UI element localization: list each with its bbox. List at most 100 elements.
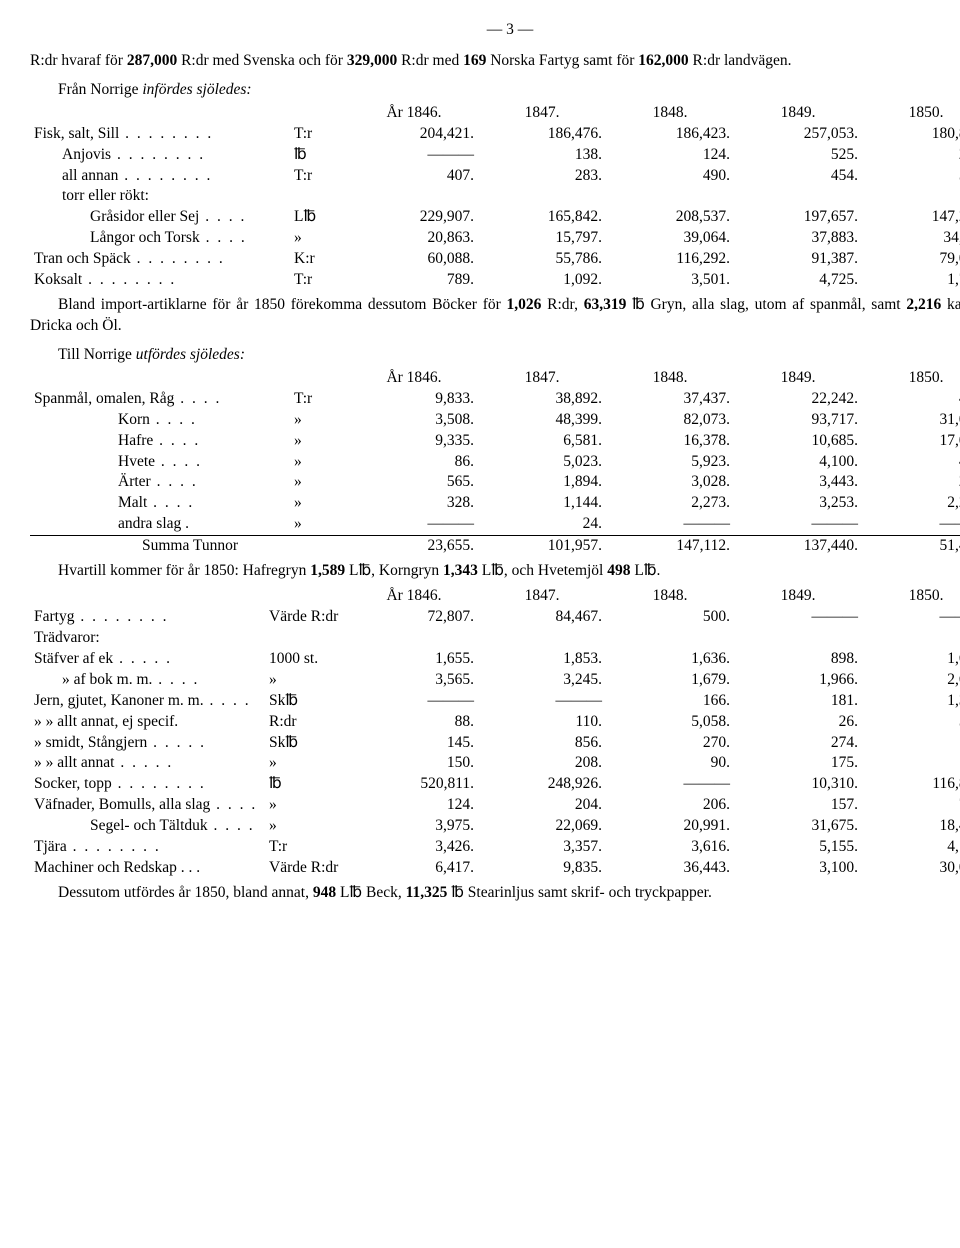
cell: 565. [350,472,478,493]
year-1846: År 1846. [350,368,478,389]
exports-table-1: År 1846. 1847. 1848. 1849. 1850. Spanmål… [30,368,960,557]
row-unit: T:r [290,389,350,410]
cell: 1,092. [478,270,606,291]
row-label: andra slag [34,514,181,535]
cell: 34,050 [862,228,960,249]
cell: 91,387. [734,249,862,270]
cell: 37,437. [606,389,734,410]
year-1848: 1848. [606,368,734,389]
cell: 2,639. [862,670,960,691]
cell: 204,421. [350,124,478,145]
cell: 407. [350,166,478,187]
row-unit: » [290,410,350,431]
row-unit: R:dr [265,712,350,733]
cell: 26. [734,712,862,733]
row-unit: » [290,472,350,493]
cell: 230. [862,472,960,493]
cell: 84,467. [478,607,606,628]
table-row: all annanT:r407.283.490.454.573. [30,166,960,187]
row-label: Korn [34,410,197,431]
cell: 248,926. [478,774,606,795]
cell: 204. [478,795,606,816]
year-1846: År 1846. [350,103,478,124]
cell: 3,028. [606,472,734,493]
row-label: Machiner och Redskap [34,859,177,876]
cell: 3,975. [350,816,478,837]
cell: 1,355. [862,691,960,712]
cell: 124. [350,795,478,816]
cell: 3,357. [478,837,606,858]
table-row: Hafre»9,335.6,581.16,378.10,685.17,025. [30,431,960,452]
cell: 3. [862,753,960,774]
cell: 150. [350,753,478,774]
mid1-v2: 63,319 [584,296,627,313]
cell: 24. [478,514,606,535]
intro-text: Norska Fartyg samt för [486,52,638,69]
cell: 1,853. [478,649,606,670]
table-row: Gråsidor eller SejL℔229,907.165,842.208,… [30,207,960,228]
outro-c: ℔ Stearinljus samt skrif- och tryckpappe… [447,884,712,901]
cell: 520,811. [350,774,478,795]
row-unit: » [265,816,350,837]
cell: 856. [478,733,606,754]
cell: 5,058. [606,712,734,733]
cell: 137,440. [734,536,862,557]
year-header-row: År 1846. 1847. 1848. 1849. 1850. [30,103,960,124]
cell: 6,581. [478,431,606,452]
cell: 9,835. [478,858,606,879]
row-label: » af bok m. m. [34,670,199,691]
table-row: Fisk, salt, SillT:r204,421.186,476.186,4… [30,124,960,145]
row-label: Malt [34,493,194,514]
cell: 3,443. [734,472,862,493]
intro-v3: 169 [463,52,486,69]
cell: 180,898. [862,124,960,145]
mid1-v3: 2,216 [906,296,941,313]
intro-text: R:dr med [397,52,463,69]
table-row: Trädvaror: [30,628,960,649]
mid2-d: L℔. [630,562,660,579]
cell: 525. [734,145,862,166]
sec1-a: Från Norrige [58,81,142,98]
cell: 5,023. [478,452,606,473]
cell: 197,657. [734,207,862,228]
year-1847: 1847. [478,103,606,124]
cell: 20,991. [606,816,734,837]
year-header-row: År 1846. 1847. 1848. 1849. 1850. [30,368,960,389]
row-unit: ℔ [265,774,350,795]
cell: 22,069. [478,816,606,837]
cell: 72,807. [350,607,478,628]
row-unit: Värde R:dr [265,858,350,879]
table-row: KoksaltT:r789.1,092.3,501.4,725.1,782. [30,270,960,291]
row-label: Långor och Torsk [34,228,247,249]
cell: 145. [350,733,478,754]
row-label: » » allt annat [34,754,173,771]
cell: 82,073. [606,410,734,431]
mid2-c: L℔, och Hvetemjöl [478,562,607,579]
section-1-title: Från Norrige infördes sjöledes: [30,80,960,101]
cell: 31,675. [734,816,862,837]
row-label: torr eller rökt: [34,186,149,207]
year-header-row: År 1846. 1847. 1848. 1849. 1850. [30,586,960,607]
cell: 10,310. [734,774,862,795]
mid2-v2: 1,343 [443,562,478,579]
table-row: Socker, topp℔520,811.248,926.———10,310.1… [30,774,960,795]
cell: 5,155. [734,837,862,858]
year-1849: 1849. [734,368,862,389]
year-1847: 1847. [478,368,606,389]
cell: 175. [734,753,862,774]
row-label: Spanmål, omalen, Råg [34,390,221,407]
table-row: Anjovis℔———138.124.525.234. [30,145,960,166]
table-row: FartygVärde R:dr72,807.84,467.500.—————— [30,607,960,628]
row-label: Fisk, salt, Sill [34,125,213,142]
row-label: Trädvaror: [34,629,100,646]
outro-v1: 948 [313,884,336,901]
row-unit: K:r [290,249,350,270]
table-row: Långor och Torsk»20,863.15,797.39,064.37… [30,228,960,249]
row-unit: » [265,753,350,774]
cell: 257,053. [734,124,862,145]
cell: 55,786. [478,249,606,270]
cell: 1,144. [478,493,606,514]
row-label: Koksalt [34,271,176,288]
cell: ——— [478,691,606,712]
table-row: » smidt, StångjernSk℔145.856.270.274.195… [30,733,960,754]
